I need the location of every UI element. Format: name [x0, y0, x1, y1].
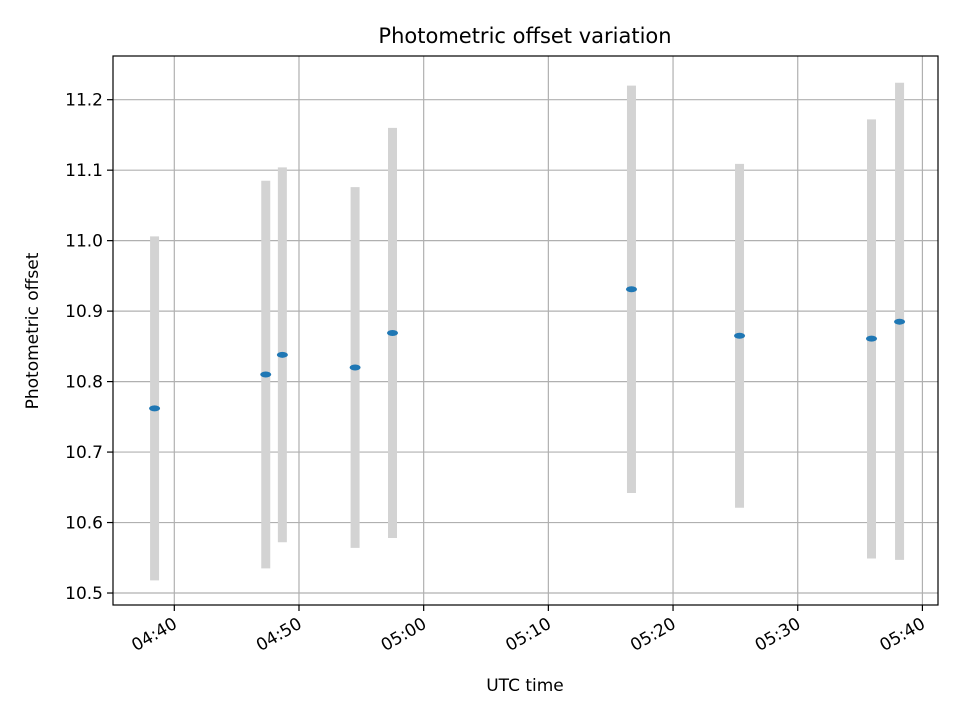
data-point [349, 364, 361, 371]
y-tick-label: 10.9 [65, 302, 103, 322]
y-tick-label: 11.0 [65, 232, 103, 252]
y-axis-label: Photometric offset [23, 252, 43, 409]
data-point [866, 335, 878, 342]
y-tick-label: 11.2 [65, 91, 103, 111]
data-point [625, 286, 637, 293]
data-point [260, 371, 272, 378]
data-point [276, 351, 288, 358]
grid [113, 56, 938, 605]
x-axis-label: UTC time [486, 676, 564, 696]
data-points [149, 286, 906, 412]
data-point [149, 405, 161, 412]
y-tick-label: 10.6 [65, 514, 103, 534]
data-point [894, 318, 906, 325]
y-tick-label: 11.1 [65, 161, 103, 181]
y-tick-label: 10.8 [65, 373, 103, 393]
y-axis-ticks: 10.5 10.6 10.7 10.8 10.9 11.0 11.1 11.2 [65, 91, 113, 604]
plot-frame [112, 55, 939, 606]
chart-title: Photometric offset variation [378, 24, 671, 48]
data-point [734, 332, 746, 339]
data-point [387, 329, 399, 336]
y-tick-label: 10.7 [65, 443, 103, 463]
y-tick-label: 10.5 [65, 584, 103, 604]
